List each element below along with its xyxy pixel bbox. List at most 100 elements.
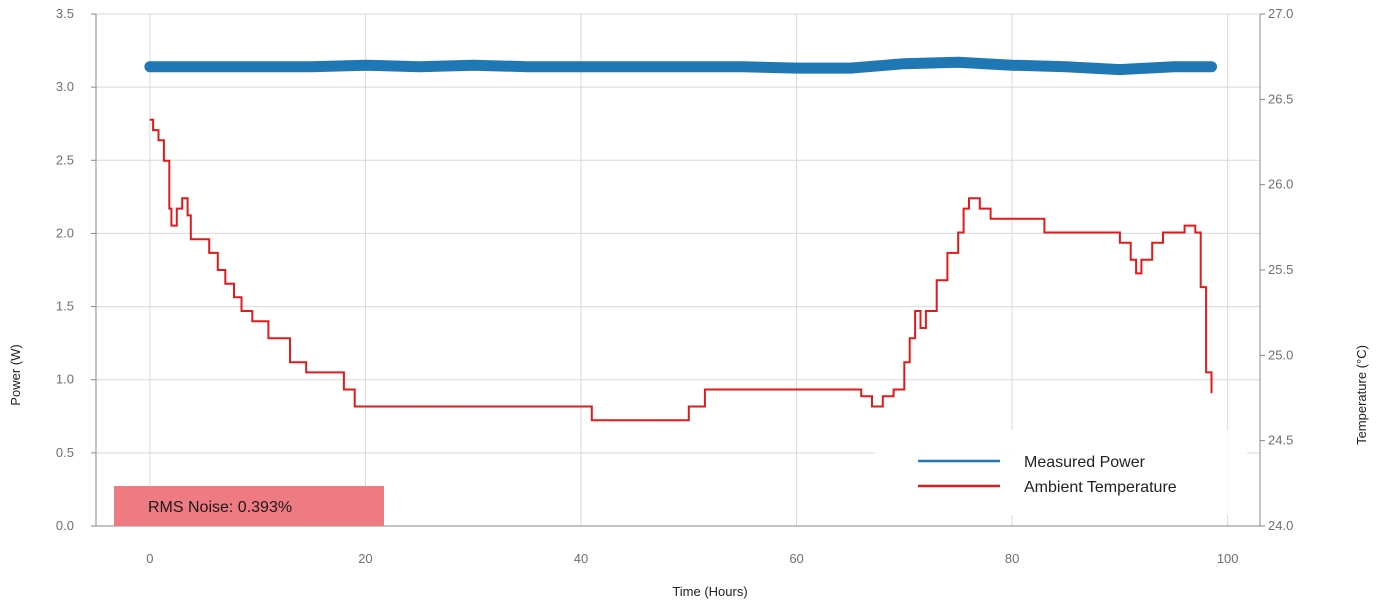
data-point bbox=[1119, 68, 1121, 71]
data-point bbox=[634, 66, 636, 68]
x-tick-label: 80 bbox=[1005, 551, 1019, 566]
data-point bbox=[936, 279, 938, 281]
data-point bbox=[963, 207, 965, 210]
data-point bbox=[968, 197, 970, 199]
data-point bbox=[251, 320, 253, 322]
y2-tick-label: 26.5 bbox=[1268, 91, 1293, 106]
data-point bbox=[472, 405, 474, 408]
data-point bbox=[946, 252, 949, 254]
data-point bbox=[704, 388, 706, 391]
legend: Measured Power Ambient Temperature bbox=[875, 430, 1247, 515]
data-point bbox=[1173, 66, 1175, 68]
annotation-box bbox=[114, 486, 384, 526]
data-point bbox=[957, 61, 959, 63]
data-point bbox=[203, 66, 205, 68]
data-point bbox=[871, 405, 873, 408]
data-point bbox=[1151, 242, 1153, 244]
y-tick-label: 0.0 bbox=[56, 518, 74, 533]
data-point bbox=[168, 207, 170, 210]
data-point bbox=[305, 371, 307, 373]
x-tick-label: 100 bbox=[1217, 551, 1239, 566]
data-point bbox=[1210, 392, 1213, 394]
y-tick-label: 3.5 bbox=[56, 6, 74, 21]
data-point bbox=[217, 269, 219, 271]
data-point bbox=[1011, 64, 1013, 66]
x-tick-label: 60 bbox=[789, 551, 803, 566]
y2-tick-label: 24.0 bbox=[1268, 518, 1293, 533]
series-line-power bbox=[144, 56, 1217, 76]
data-point bbox=[233, 296, 235, 298]
data-point bbox=[548, 405, 550, 408]
data-point bbox=[343, 388, 345, 391]
y-tick-label: 1.0 bbox=[56, 372, 74, 387]
rms-noise-annotation: RMS Noise: 0.393% bbox=[114, 486, 384, 526]
legend-label-power: Measured Power bbox=[1024, 454, 1146, 471]
data-point bbox=[919, 327, 922, 329]
y-axis-title: Power (W) bbox=[8, 344, 23, 405]
data-point bbox=[257, 66, 259, 68]
annotation-text: RMS Noise: 0.393% bbox=[148, 499, 292, 516]
data-point bbox=[1086, 231, 1089, 234]
y2-tick-label: 25.0 bbox=[1268, 347, 1293, 362]
data-point bbox=[849, 67, 852, 69]
data-point bbox=[892, 388, 895, 391]
data-point bbox=[157, 139, 160, 141]
data-point bbox=[190, 238, 192, 240]
y2-axis-title: Temperature (°C) bbox=[1354, 345, 1369, 445]
data-point bbox=[1173, 231, 1175, 234]
x-tick-label: 0 bbox=[146, 551, 153, 566]
x-axis-title: Time (Hours) bbox=[672, 584, 747, 599]
data-point bbox=[1130, 259, 1132, 261]
y2-tick-label: 24.5 bbox=[1268, 433, 1293, 448]
data-point bbox=[979, 207, 981, 210]
grid bbox=[96, 13, 1260, 527]
data-point bbox=[914, 310, 916, 312]
data-point bbox=[1183, 225, 1186, 227]
data-point bbox=[989, 218, 992, 220]
data-point bbox=[1200, 286, 1202, 288]
data-point bbox=[828, 388, 830, 391]
data-point bbox=[289, 361, 291, 363]
y-tick-label: 1.5 bbox=[56, 299, 74, 314]
data-point bbox=[909, 337, 911, 339]
data-point bbox=[1205, 371, 1207, 373]
data-point bbox=[957, 231, 959, 234]
data-point bbox=[795, 67, 798, 69]
data-point bbox=[1162, 231, 1164, 234]
data-point bbox=[1043, 231, 1046, 234]
data-point bbox=[451, 405, 453, 408]
data-point bbox=[354, 405, 356, 408]
data-point bbox=[903, 361, 905, 363]
series-layer bbox=[144, 56, 1217, 422]
data-point bbox=[526, 66, 528, 68]
data-point bbox=[418, 405, 420, 408]
data-point bbox=[1210, 66, 1213, 68]
y-tick-label: 2.0 bbox=[56, 225, 74, 240]
x-tick-label: 40 bbox=[574, 551, 588, 566]
data-point bbox=[170, 225, 173, 227]
data-point bbox=[240, 310, 243, 312]
series-line-temperature bbox=[149, 118, 1213, 422]
data-point bbox=[839, 388, 841, 391]
data-point bbox=[1033, 218, 1035, 220]
data-point bbox=[149, 66, 151, 68]
data-point bbox=[903, 63, 905, 65]
data-point bbox=[418, 66, 420, 68]
data-point bbox=[187, 214, 189, 216]
data-point bbox=[181, 197, 183, 199]
data-point bbox=[208, 252, 210, 254]
y-tick-label: 0.5 bbox=[56, 445, 74, 460]
legend-box bbox=[875, 430, 1247, 515]
data-point bbox=[1194, 231, 1196, 234]
data-point bbox=[742, 66, 744, 68]
data-point bbox=[152, 129, 154, 131]
data-point bbox=[882, 395, 884, 397]
x-tick-label: 20 bbox=[358, 551, 372, 566]
data-point bbox=[591, 419, 593, 421]
data-point bbox=[925, 310, 927, 312]
data-point bbox=[364, 64, 367, 66]
data-point bbox=[1140, 259, 1143, 261]
data-point bbox=[688, 405, 690, 408]
data-point bbox=[197, 238, 199, 240]
